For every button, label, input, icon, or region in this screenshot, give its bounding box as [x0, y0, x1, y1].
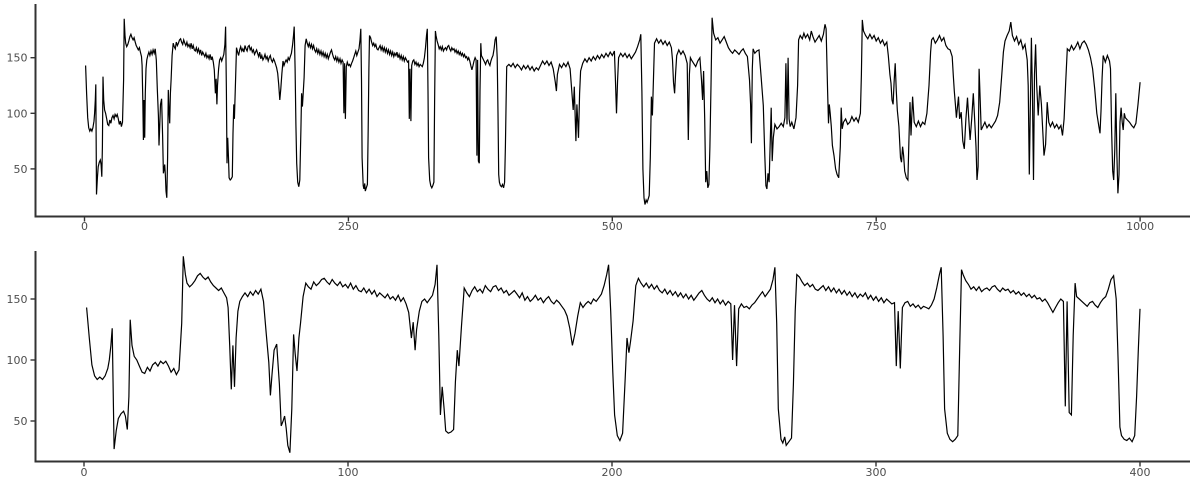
- x-axis-tick-label: 400: [1130, 466, 1151, 479]
- x-axis-tick-label: 0: [81, 466, 88, 479]
- x-axis-tick-label: 500: [602, 220, 623, 233]
- x-axis-tick-label: 0: [81, 220, 88, 233]
- top-chart-line: [85, 17, 1141, 205]
- x-axis-tick-label: 1000: [1126, 220, 1154, 233]
- y-axis-tick-label: 50: [14, 163, 28, 176]
- x-axis-tick-label: 100: [338, 466, 359, 479]
- y-axis-tick-label: 50: [14, 415, 28, 428]
- bottom-chart-line: [86, 256, 1141, 453]
- x-axis-tick-label: 200: [602, 466, 623, 479]
- bottom-chart-panel: 0 100 200 300 400 50 100 150: [7, 251, 1190, 479]
- y-axis-tick-label: 100: [7, 107, 28, 120]
- top-chart-panel: 0 250 500 750 1000 50 100 150: [7, 4, 1190, 233]
- y-axis-tick-label: 150: [7, 52, 28, 65]
- x-axis-tick-label: 750: [866, 220, 887, 233]
- x-axis-tick-label: 300: [866, 466, 887, 479]
- x-axis-tick-label: 250: [338, 220, 359, 233]
- y-axis-tick-label: 150: [7, 293, 28, 306]
- y-axis-tick-label: 100: [7, 354, 28, 367]
